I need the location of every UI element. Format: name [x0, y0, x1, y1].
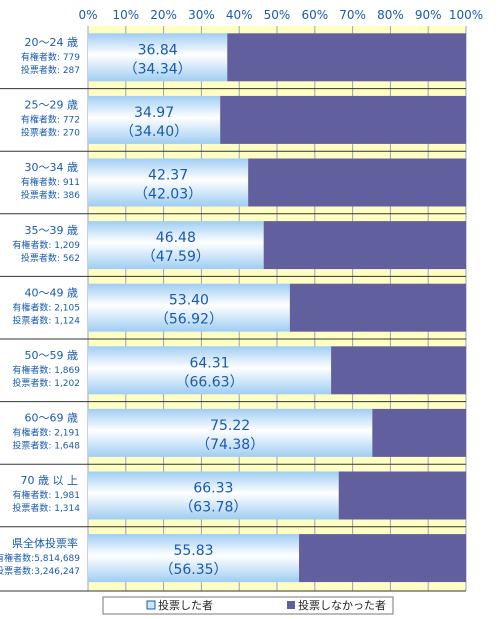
data-label-previous: （34.40） [120, 124, 188, 140]
legend-swatch-not-voted [287, 601, 295, 609]
bar-not-voted [331, 346, 466, 395]
category-label: 県全体投票率 [12, 536, 78, 550]
category-sublabel: 投票者数: 1,124 [12, 314, 80, 326]
category-sublabel: 投票者数: 1,314 [12, 502, 80, 514]
bar-not-voted [289, 283, 466, 332]
bar-not-voted [248, 158, 466, 207]
x-tick-label: 90% [415, 8, 442, 22]
legend-box [102, 596, 394, 615]
bar-voted [88, 95, 221, 144]
bar-not-voted [372, 408, 466, 457]
category-label: 25～29 歳 [25, 99, 79, 112]
bar-not-voted [299, 534, 466, 583]
data-label-previous: （74.38） [196, 437, 264, 453]
category-sublabel: 有権者数: 1,869 [12, 364, 80, 376]
bar-not-voted [220, 95, 466, 144]
x-tick-label: 20% [150, 8, 177, 22]
data-label-previous: （34.34） [124, 61, 192, 77]
x-tick-label: 40% [226, 8, 253, 22]
bar-voted [88, 33, 228, 82]
category-label: 50～59 歳 [25, 349, 79, 362]
data-label-previous: （63.78） [179, 500, 247, 516]
category-sublabel: 有権者数: 2,105 [12, 301, 80, 313]
category-sublabel: 投票者数: 270 [21, 127, 80, 139]
data-label-previous: （56.92） [155, 312, 223, 328]
legend-swatch-voted [146, 600, 156, 610]
data-label-voted: 36.84 [138, 42, 178, 58]
data-label-previous: （66.63） [175, 374, 243, 390]
category-label: 60～69 歳 [25, 412, 79, 425]
category-sublabel: 投票者数:3,246,247 [0, 565, 80, 577]
bar-voted [88, 408, 373, 457]
x-tick-label: 30% [188, 8, 215, 22]
bar-not-voted [338, 471, 466, 520]
x-tick-label: 80% [377, 8, 404, 22]
bar-voted [88, 346, 332, 395]
data-label-voted: 34.97 [134, 105, 174, 121]
data-label-voted: 64.31 [189, 355, 229, 371]
category-sublabel: 投票者数: 562 [21, 252, 80, 264]
category-sublabel: 有権者数: 772 [21, 114, 80, 126]
x-tick-label: 70% [339, 8, 366, 22]
x-tick-label: 100% [449, 8, 483, 22]
category-label: 40～49 歳 [25, 286, 79, 299]
legend: 投票した者 投票しなかった者 [102, 596, 394, 615]
data-label-voted: 53.40 [169, 293, 209, 309]
data-label-previous: （42.03） [134, 187, 202, 203]
data-label-previous: （56.35） [159, 562, 227, 578]
category-sublabel: 投票者数: 1,648 [12, 440, 80, 452]
data-label-previous: （47.59） [142, 249, 210, 265]
category-sublabel: 有権者数: 1,981 [12, 489, 80, 501]
category-sublabel: 有権者数: 1,209 [12, 239, 80, 251]
category-sublabel: 投票者数: 1,202 [12, 377, 80, 389]
data-label-voted: 75.22 [210, 418, 250, 434]
category-label: 70 歳 以 上 [21, 474, 79, 487]
category-label: 30～34 歳 [25, 161, 79, 174]
data-label-voted: 46.48 [156, 230, 196, 246]
bar-not-voted [263, 221, 466, 270]
x-tick-label: 60% [301, 8, 328, 22]
category-sublabel: 有権者数: 2,191 [12, 427, 80, 439]
x-tick-label: 50% [264, 8, 291, 22]
category-sublabel: 有権者数: 911 [21, 176, 80, 188]
category-sublabel: 有権者数: 779 [21, 51, 80, 63]
legend-label-not-voted: 投票しなかった者 [298, 598, 386, 612]
x-axis-ticks: 0% 10% 20% 30% 40% 50% 60% 70% 80% 90% 100% [78, 8, 483, 22]
bar-voted [88, 283, 290, 332]
legend-label-voted: 投票した者 [158, 598, 213, 612]
category-sublabel: 投票者数: 386 [21, 189, 80, 201]
category-sublabel: 投票者数: 287 [21, 64, 80, 76]
data-label-voted: 42.37 [148, 168, 188, 184]
data-label-voted: 66.33 [193, 481, 233, 497]
data-label-voted: 55.83 [173, 543, 213, 559]
bar-not-voted [227, 33, 466, 82]
category-sublabel: 有権者数:5,814,689 [0, 552, 80, 564]
category-label: 35～39 歳 [25, 224, 79, 237]
bar-voted [88, 471, 339, 520]
bar-voted [88, 221, 264, 270]
x-tick-label: 10% [112, 8, 139, 22]
category-label: 20～24 歳 [25, 36, 79, 49]
bar-voted [88, 158, 249, 207]
bar-voted [88, 534, 300, 583]
x-tick-label: 0% [78, 8, 97, 22]
